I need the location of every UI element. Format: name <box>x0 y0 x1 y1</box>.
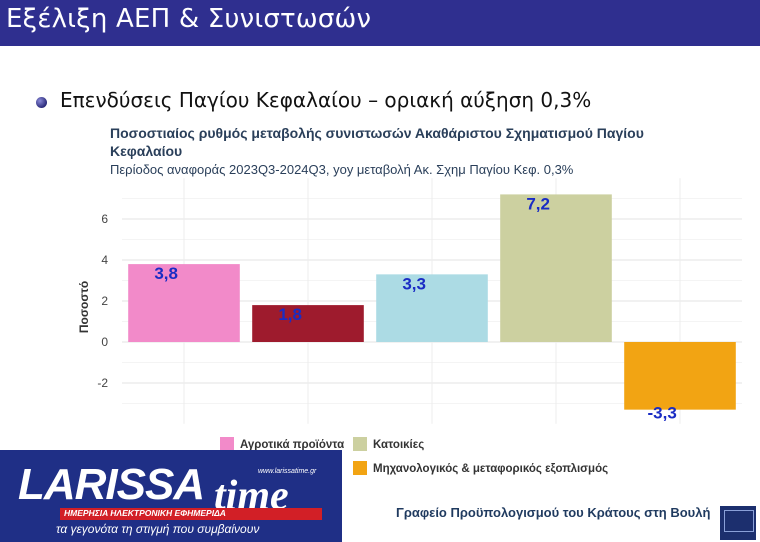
bar-value-label: 1,8 <box>278 305 302 324</box>
y-tick-label: 4 <box>101 253 108 267</box>
chart-subtitle: Περίοδος αναφοράς 2023Q3-2024Q3, yoy μετ… <box>110 162 574 177</box>
y-tick-label: -2 <box>97 376 108 390</box>
y-axis-label: Ποσοστό <box>77 281 91 333</box>
logo-tagline: ΗΜΕΡΗΣΙΑ ΗΛΕΚΤΡΟΝΙΚΗ ΕΦΗΜΕΡΙΔΑ <box>64 508 226 518</box>
header-banner: Εξέλιξη ΑΕΠ & Συνιστωσών <box>0 0 760 46</box>
bar <box>500 194 612 342</box>
bar-value-label: 7,2 <box>526 194 550 213</box>
larissatime-logo: www.larissatime.gr LARISSA time ΗΜΕΡΗΣΙΑ… <box>0 450 342 542</box>
logo-slogan: τα γεγονότα τη στιγμή που συμβαίνουν <box>56 522 260 536</box>
source-credit: Γραφείο Προϋπολογισμού του Κράτους στη Β… <box>396 505 711 520</box>
y-axis: -2 0 2 4 6 Ποσοστό <box>77 212 108 390</box>
legend-label: Αγροτικά προϊόντα <box>240 439 344 451</box>
bullet-icon <box>36 97 47 108</box>
legend-label: Κατοικίες <box>373 439 424 451</box>
bar <box>252 305 364 342</box>
y-tick-label: 0 <box>101 335 108 349</box>
parliament-logo-icon <box>720 506 756 540</box>
logo-url: www.larissatime.gr <box>258 468 317 475</box>
logo-word-larissa: LARISSA <box>18 460 205 509</box>
legend-swatch <box>353 437 367 451</box>
chart-bars <box>128 194 736 410</box>
legend-swatch <box>220 437 234 451</box>
chart-value-labels: 3,8 1,8 3,3 7,2 -3,3 <box>154 194 676 422</box>
legend-swatch <box>353 461 367 475</box>
bar-value-label: 3,8 <box>154 264 178 283</box>
chart-title: Ποσοστιαίος ρυθμός μεταβολής συνιστωσών … <box>110 125 644 159</box>
bar-value-label: -3,3 <box>647 404 676 423</box>
bar <box>128 264 240 342</box>
bar <box>624 342 736 410</box>
bar-value-label: 3,3 <box>402 274 426 293</box>
logo-red-bar <box>60 508 322 520</box>
legend-label: Μηχανολογικός & μεταφορικός εξοπλισμός <box>373 463 608 475</box>
bullet-text: Επενδύσεις Παγίου Κεφαλαίου – οριακή αύξ… <box>60 88 592 112</box>
y-tick-label: 2 <box>101 294 108 308</box>
bar <box>376 274 488 342</box>
page-title: Εξέλιξη ΑΕΠ & Συνιστωσών <box>6 4 372 34</box>
chart-legend: Αγροτικά προϊόντα Κατοικίες Μηχανολογικός … <box>220 437 608 475</box>
y-tick-label: 6 <box>101 212 108 226</box>
